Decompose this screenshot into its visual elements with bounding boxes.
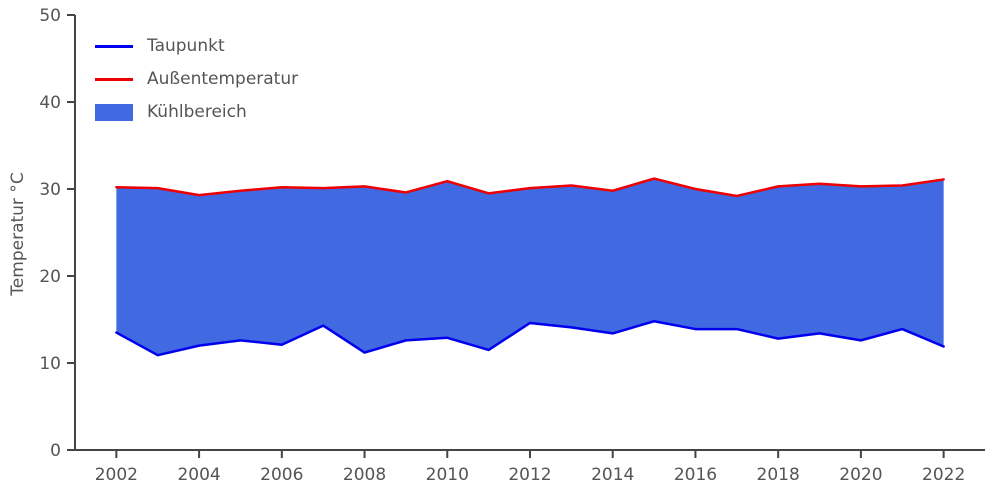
y-tick-label: 20	[39, 267, 61, 287]
legend-label-taupunkt: Taupunkt	[147, 36, 225, 56]
x-tick-label: 2016	[674, 465, 717, 485]
taupunkt-line-swatch-icon	[95, 44, 133, 48]
x-tick-label: 2012	[508, 465, 551, 485]
y-tick-label: 50	[39, 6, 61, 26]
aussentemperatur-line-swatch-icon	[95, 77, 133, 81]
x-tick-label: 2018	[757, 465, 800, 485]
legend-item-taupunkt: Taupunkt	[95, 36, 298, 56]
legend-item-aussentemperatur: Außentemperatur	[95, 69, 298, 89]
x-tick-label: 2010	[426, 465, 469, 485]
x-tick-label: 2004	[177, 465, 220, 485]
legend-label-aussentemperatur: Außentemperatur	[147, 69, 299, 89]
legend-item-kuehlbereich: Kühlbereich	[95, 102, 298, 122]
aussentemperatur-line	[115, 177, 945, 198]
y-tick-label: 30	[39, 180, 61, 200]
kuehlbereich-fill-area	[116, 178, 944, 356]
taupunkt-line	[115, 319, 945, 357]
x-tick-label: 2014	[591, 465, 634, 485]
x-tick-label: 2006	[260, 465, 303, 485]
legend: Taupunkt Außentemperatur Kühlbereich	[95, 36, 298, 122]
x-tick-label: 2008	[343, 465, 386, 485]
x-tick-label: 2020	[839, 465, 882, 485]
y-tick-label: 10	[39, 354, 61, 374]
legend-label-kuehlbereich: Kühlbereich	[147, 102, 247, 122]
y-axis-label: Temperatur °C	[8, 172, 28, 296]
y-tick-label: 0	[50, 441, 61, 461]
kuehlbereich-patch-swatch-icon	[95, 103, 133, 121]
x-tick-label: 2002	[95, 465, 138, 485]
y-tick-label: 40	[39, 93, 61, 113]
x-tick-label: 2022	[922, 465, 965, 485]
